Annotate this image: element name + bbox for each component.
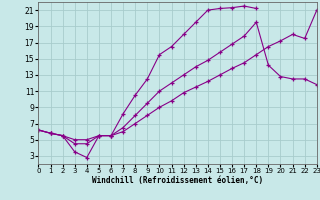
X-axis label: Windchill (Refroidissement éolien,°C): Windchill (Refroidissement éolien,°C)	[92, 176, 263, 185]
